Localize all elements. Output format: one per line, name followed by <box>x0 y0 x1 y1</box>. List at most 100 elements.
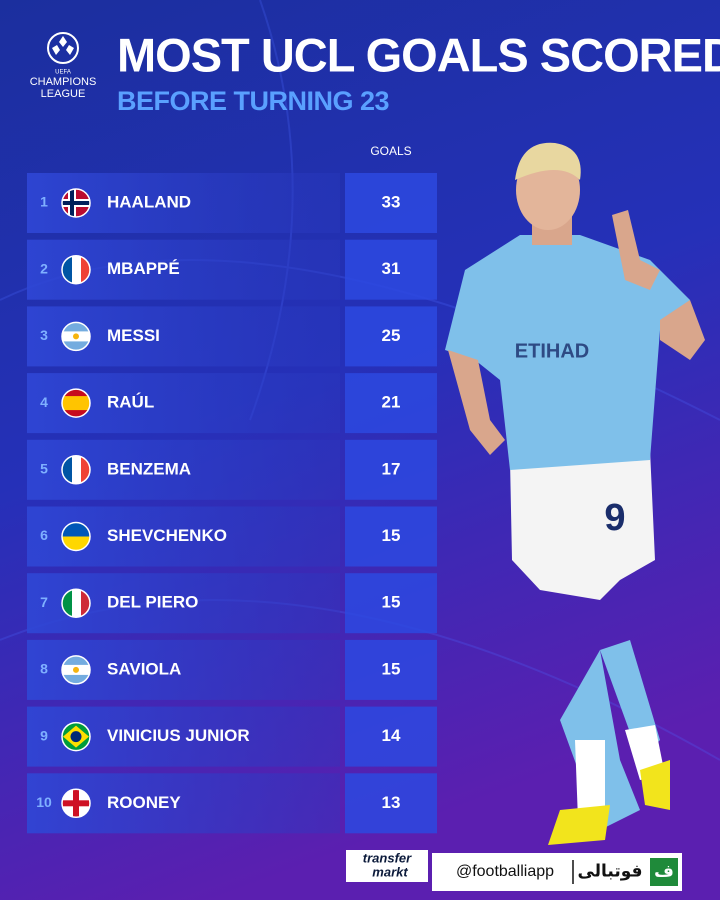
source-line: markt <box>372 864 408 879</box>
player-name: SHEVCHENKO <box>107 526 227 545</box>
rank: 6 <box>40 527 48 543</box>
player-name: HAALAND <box>107 192 191 211</box>
player-name: ROONEY <box>107 793 181 812</box>
player-name: RAÚL <box>107 393 154 412</box>
flag-border <box>61 188 91 218</box>
flag <box>61 321 91 352</box>
goals-cell <box>345 239 437 300</box>
goals: 15 <box>382 659 401 678</box>
flag <box>61 455 91 485</box>
player-figure: ETIHAD 9 <box>445 142 705 845</box>
flag <box>61 188 91 218</box>
flag-border <box>61 254 91 285</box>
flag-border <box>61 521 91 552</box>
goals-cell <box>345 173 437 233</box>
rank: 9 <box>40 727 48 743</box>
goals-cell <box>345 506 437 567</box>
flag <box>61 254 91 285</box>
goals-cell <box>345 306 437 367</box>
goals-cell <box>345 706 437 767</box>
goals-cell <box>345 573 437 634</box>
player-name: VINICIUS JUNIOR <box>107 726 250 745</box>
brand-icon: ف <box>654 861 674 880</box>
goals-cell <box>345 373 437 434</box>
flag-drawing <box>62 655 90 684</box>
flag-drawing <box>62 522 90 551</box>
rank: 3 <box>40 327 48 343</box>
table-row: 4 RAÚL 21 <box>27 373 437 434</box>
rank: 1 <box>40 194 48 210</box>
table-row: 8 SAVIOLA 15 <box>27 639 437 700</box>
title: MOST UCL GOALS SCORED <box>117 28 720 81</box>
flag-drawing <box>62 255 90 284</box>
ucl-logo: UEFA CHAMPIONS LEAGUE <box>30 32 97 100</box>
flag-drawing <box>62 455 90 484</box>
flag <box>61 521 91 552</box>
flag-border <box>61 721 91 752</box>
flag-drawing <box>62 389 90 418</box>
footer: transfer markt @footballiapp فوتبالی ف <box>346 850 682 891</box>
rank: 8 <box>40 661 48 677</box>
table-row: 10 ROONEY 13 <box>27 773 437 834</box>
rank: 2 <box>40 260 48 276</box>
table-row: 9 VINICIUS JUNIOR 14 <box>27 706 437 767</box>
flag <box>61 721 91 752</box>
goals-cell <box>345 773 437 834</box>
logo-line: LEAGUE <box>41 88 86 100</box>
flag <box>61 655 91 685</box>
svg-text:ETIHAD: ETIHAD <box>515 340 589 362</box>
flag-border <box>61 788 91 819</box>
flag <box>61 788 91 819</box>
table-row: 3 MESSI 25 <box>27 306 437 367</box>
goals: 25 <box>382 326 401 345</box>
logo-line: UEFA <box>55 70 71 76</box>
source-logo-box <box>346 850 428 882</box>
flag-border <box>61 655 91 685</box>
goals: 21 <box>382 393 401 412</box>
brand-icon-box <box>650 858 678 886</box>
table-row: 2 MBAPPÉ 31 <box>27 239 437 300</box>
flag-drawing <box>62 189 90 217</box>
player-name: MESSI <box>107 326 160 345</box>
svg-text:9: 9 <box>604 497 625 539</box>
brand: فوتبالی <box>577 861 642 881</box>
rank: 7 <box>40 594 48 610</box>
flag-drawing <box>62 589 90 618</box>
flag-border <box>61 388 91 418</box>
goals: 33 <box>382 192 401 211</box>
flag <box>61 388 91 418</box>
subtitle: BEFORE TURNING 23 <box>117 86 390 116</box>
goals: 15 <box>382 526 401 545</box>
goals: 14 <box>382 726 401 745</box>
flag-border <box>61 455 91 485</box>
flag-border <box>61 321 91 352</box>
flag-drawing <box>62 789 90 818</box>
flag-border <box>61 588 91 618</box>
player-name: BENZEMA <box>107 459 191 478</box>
goals: 31 <box>382 259 401 278</box>
goals: 15 <box>382 593 401 612</box>
table-row: 5 BENZEMA 17 <box>27 439 437 500</box>
table: 1 HAALAND 332 MBAPPÉ 313 MESSI 254 RAÚL 215 BENZE… <box>27 173 437 834</box>
flag <box>61 588 91 618</box>
table-row: 7 DEL PIERO 15 <box>27 573 437 634</box>
goals: 17 <box>382 459 401 478</box>
rank: 4 <box>40 394 48 410</box>
goals-cell <box>345 639 437 700</box>
logo-line: CHAMPIONS <box>30 76 97 88</box>
player-name: SAVIOLA <box>107 659 181 678</box>
flag-drawing <box>62 722 90 751</box>
player-name: MBAPPÉ <box>107 259 180 278</box>
table-row: 1 HAALAND 33 <box>27 173 437 233</box>
goals-cell <box>345 439 437 500</box>
rank: 10 <box>36 794 52 810</box>
table-row: 6 SHEVCHENKO 15 <box>27 506 437 567</box>
goals: 13 <box>382 793 401 812</box>
source-line: transfer <box>363 850 412 865</box>
player-name: DEL PIERO <box>107 593 198 612</box>
column-header: GOALS <box>370 144 411 158</box>
handle: @footballiapp <box>456 863 554 880</box>
handle-box <box>432 853 682 891</box>
rank: 5 <box>40 461 48 477</box>
